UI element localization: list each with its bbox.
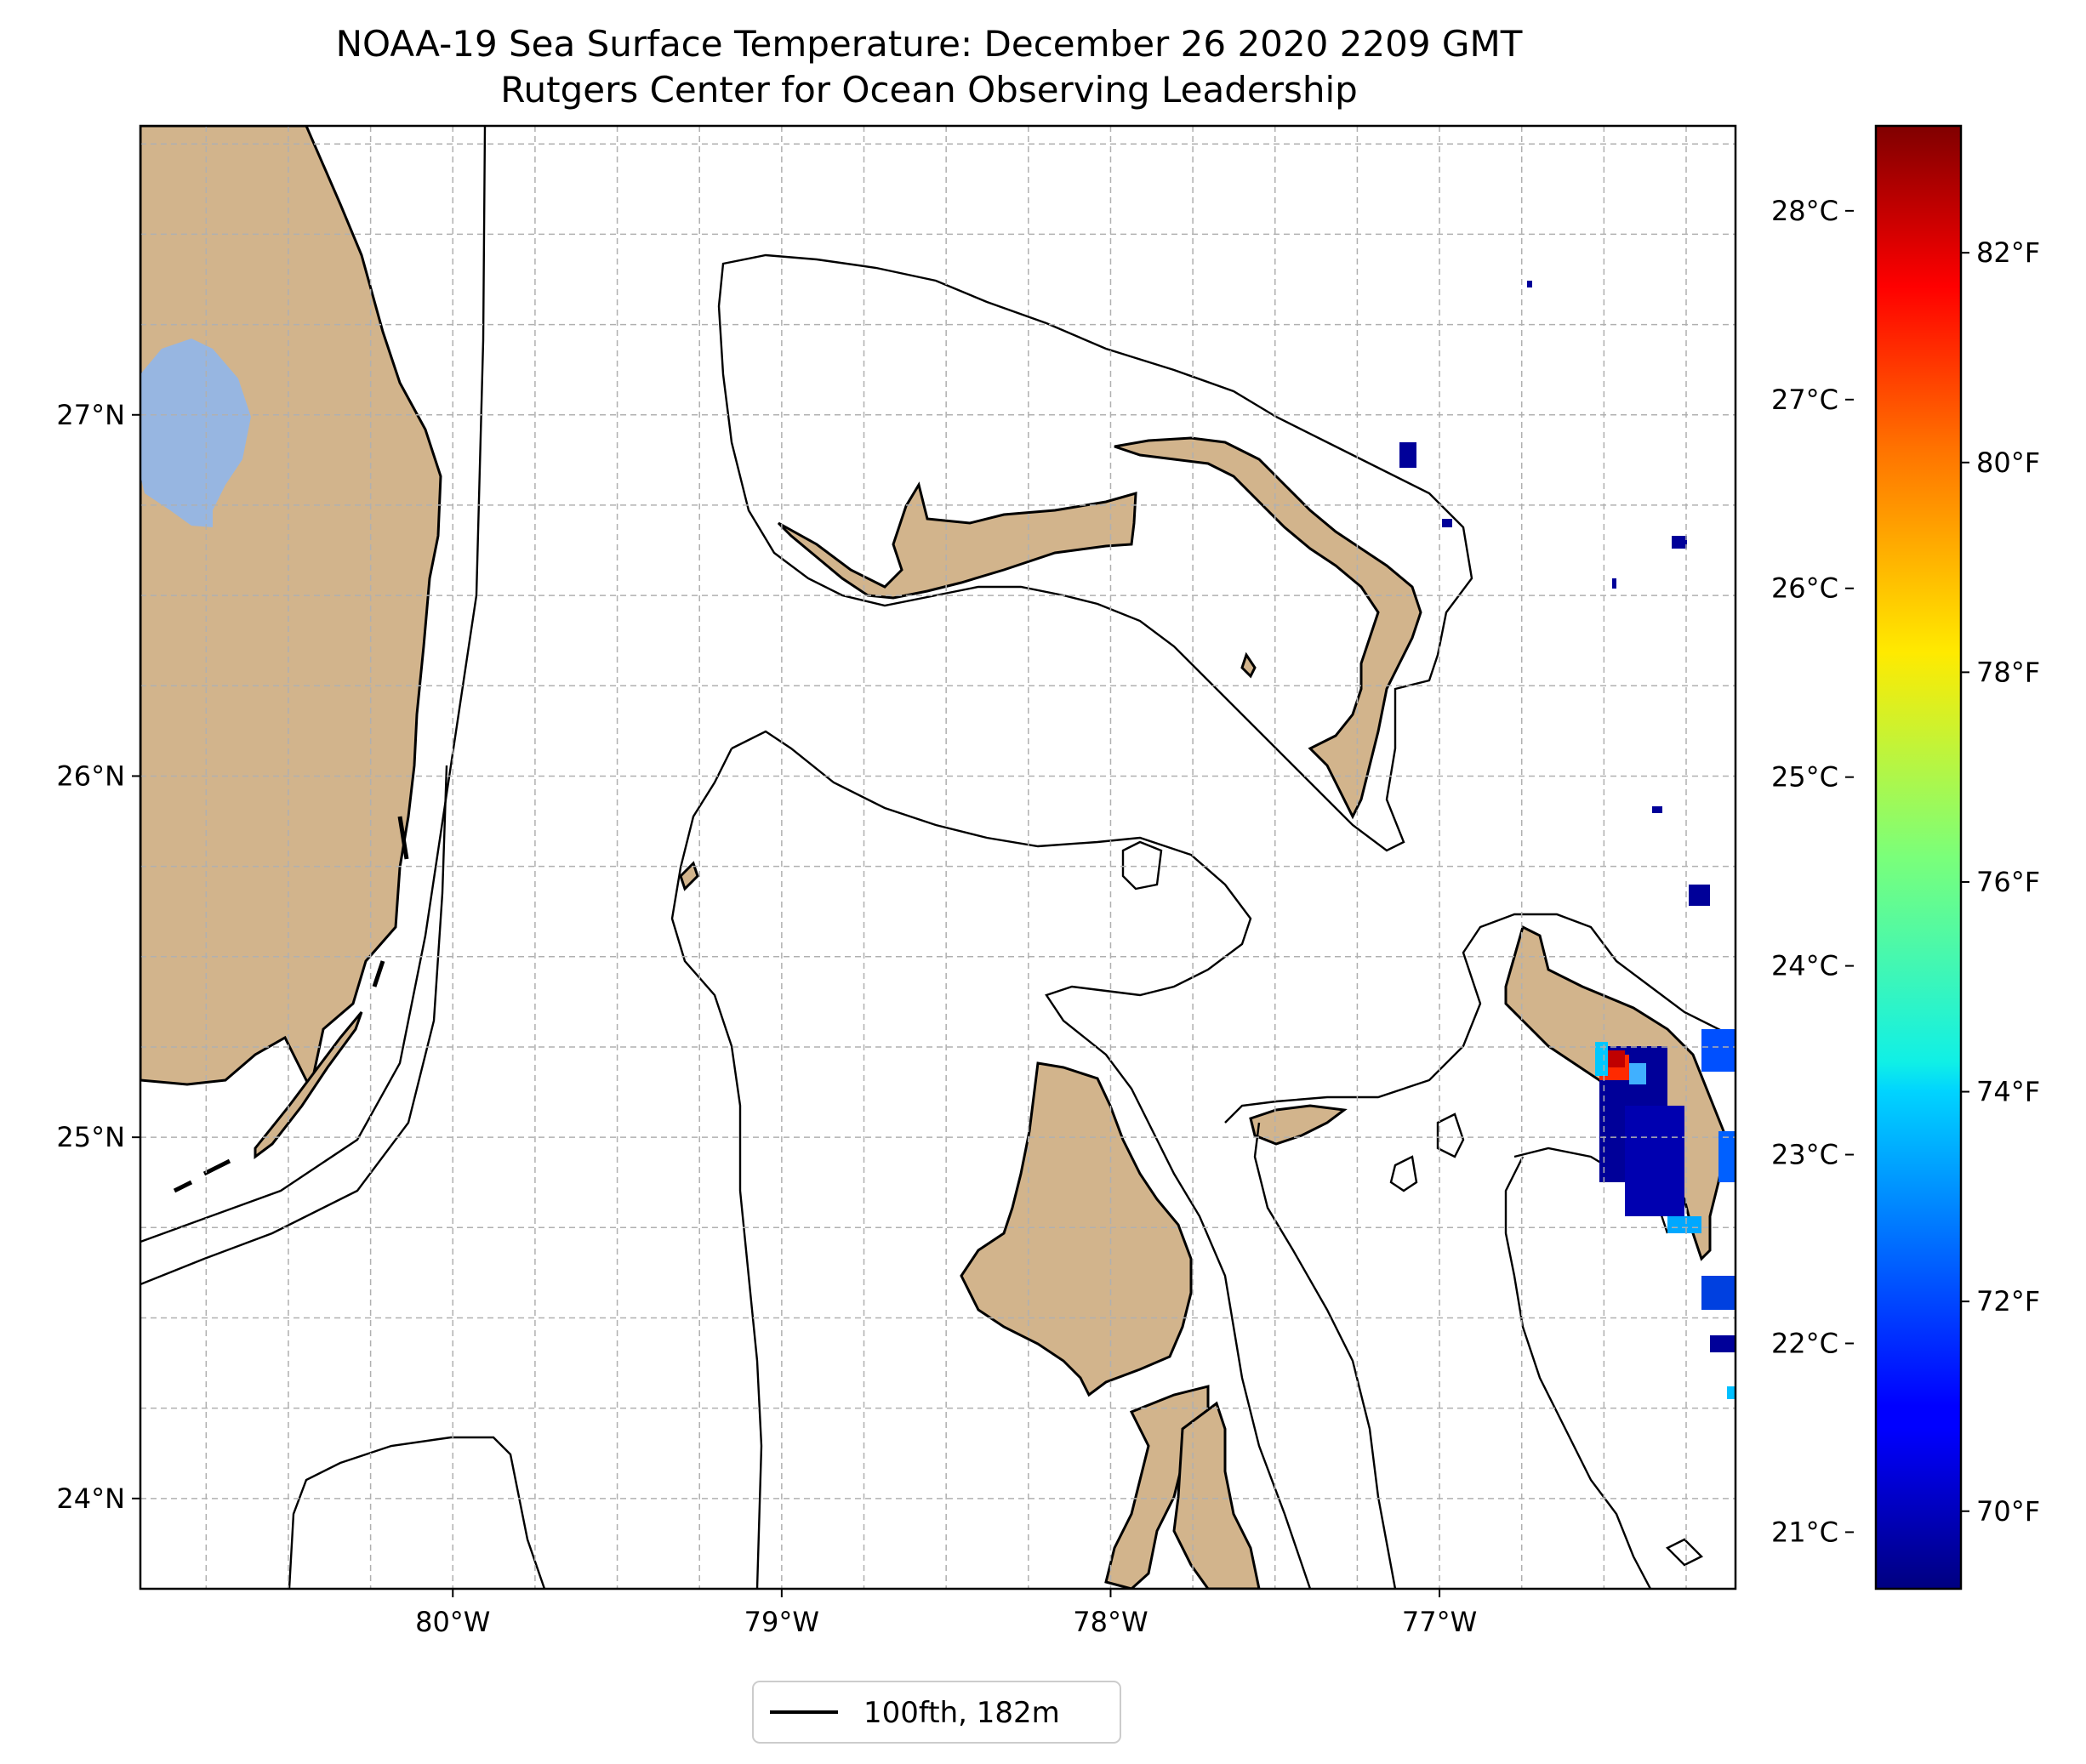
celsius-tick-label: 22°C <box>1771 1327 1838 1359</box>
colorbar-gradient <box>1874 124 1963 1590</box>
celsius-tick-label: 25°C <box>1771 761 1838 794</box>
map-border <box>139 124 1737 1590</box>
title-line1: NOAA-19 Sea Surface Temperature: Decembe… <box>336 23 1523 65</box>
legend-label: 100fth, 182m <box>863 1696 1060 1730</box>
lon-tick-label: 78°W <box>1073 1606 1148 1638</box>
fahrenheit-ticks: 70°F 72°F 74°F 76°F 78°F 80°F 82°F <box>1961 236 2040 1528</box>
key-small-1 <box>173 816 409 1193</box>
abaco-land <box>1114 436 1422 820</box>
celsius-tick-label: 26°C <box>1771 572 1838 605</box>
colorbar: 21°C 22°C 23°C 24°C 25°C 26°C 27°C 28°C 70°F 72°… <box>1771 124 2040 1590</box>
fahrenheit-tick-label: 76°F <box>1976 866 2040 898</box>
lake-okeechobee <box>140 339 251 527</box>
lat-tick-label: 27°N <box>56 399 125 431</box>
lon-tick-label: 80°W <box>415 1606 490 1638</box>
latitude-ticks: 24°N 25°N 26°N 27°N <box>56 399 140 1515</box>
grand-bahama-land <box>777 481 1137 600</box>
fahrenheit-tick-label: 70°F <box>1976 1495 2040 1528</box>
fahrenheit-tick-label: 82°F <box>1976 236 2040 269</box>
bimini <box>679 861 699 891</box>
florida-keys <box>254 1011 363 1159</box>
fahrenheit-tick-label: 80°F <box>1976 447 2040 479</box>
lat-tick-label: 24°N <box>56 1482 125 1515</box>
sst-data-pixels <box>1399 281 1735 1399</box>
fahrenheit-tick-label: 72°F <box>1976 1285 2040 1317</box>
longitude-ticks: 80°W 79°W 78°W 77°W <box>415 1589 1477 1638</box>
legend: 100fth, 182m <box>752 1681 1121 1744</box>
title-line2: Rutgers Center for Ocean Observing Leade… <box>500 69 1358 111</box>
legend-box <box>752 1681 1121 1744</box>
celsius-tick-label: 21°C <box>1771 1516 1838 1548</box>
celsius-ticks: 21°C 22°C 23°C 24°C 25°C 26°C 27°C 28°C <box>1771 195 1854 1548</box>
lon-tick-label: 77°W <box>1402 1606 1477 1638</box>
isobath-contours <box>140 126 1735 1589</box>
lon-tick-label: 79°W <box>744 1606 819 1638</box>
celsius-tick-label: 23°C <box>1771 1139 1838 1171</box>
celsius-tick-label: 28°C <box>1771 195 1838 227</box>
map-panel <box>140 126 1735 1589</box>
celsius-tick-label: 24°C <box>1771 950 1838 982</box>
andros-land <box>960 1061 1193 1397</box>
fahrenheit-tick-label: 78°F <box>1976 656 2040 688</box>
fahrenheit-tick-label: 74°F <box>1976 1076 2040 1108</box>
berry-islands <box>1240 652 1257 679</box>
andros-mid-land <box>1172 1401 1261 1589</box>
gridlines <box>140 126 1735 1589</box>
celsius-tick-label: 27°C <box>1771 384 1838 416</box>
lat-tick-label: 26°N <box>56 760 125 792</box>
new-providence-land <box>1249 1104 1348 1146</box>
lat-tick-label: 25°N <box>56 1121 125 1153</box>
